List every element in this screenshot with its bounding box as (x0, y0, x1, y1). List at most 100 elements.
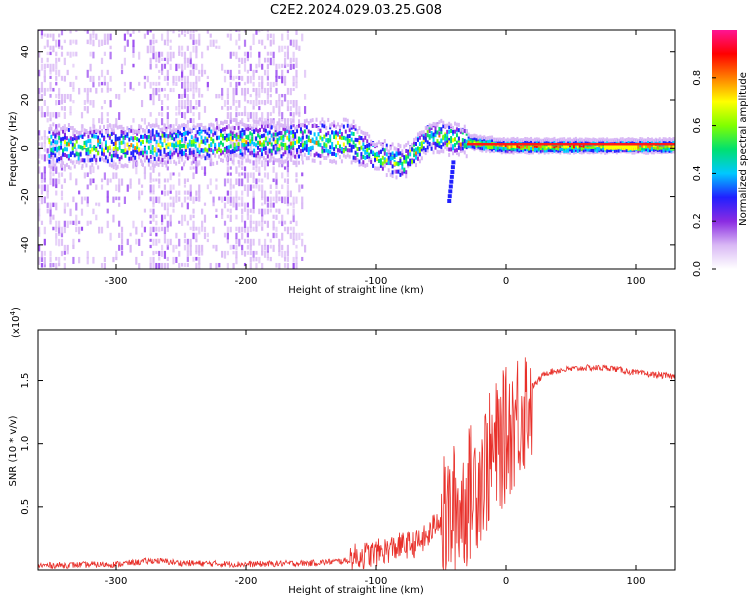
spectrogram-cell (149, 178, 152, 183)
spectrogram-cell (149, 232, 152, 237)
spectrogram-cell (389, 172, 392, 177)
spectrogram-cell (668, 148, 671, 153)
spectrogram-cell (62, 152, 65, 157)
spectrogram-cell (301, 148, 304, 153)
spectrogram-cell (120, 124, 123, 129)
spectrogram-cell (269, 208, 272, 213)
snr-multiplier-base: (x10 (11, 315, 22, 338)
spectrogram-cell (401, 153, 404, 158)
spectrogram-cell (98, 202, 101, 207)
spectrogram-cell (135, 238, 138, 245)
spectrogram-cell (263, 172, 267, 178)
spectrogram-cell (140, 134, 143, 139)
spectrogram-cell (89, 178, 92, 186)
spectrogram-cell (138, 138, 141, 143)
spectrogram-cell (89, 63, 92, 72)
spectrogram-cell (136, 142, 139, 147)
spectrogram-cell (143, 172, 147, 180)
spectrogram-cell (241, 160, 244, 166)
spectrogram-cell (243, 123, 246, 128)
spectrogram-cell (118, 202, 121, 207)
spectrogram-cell (181, 149, 183, 154)
spectrogram-cell (259, 140, 261, 145)
spectrogram-cell (270, 125, 273, 130)
spectrogram-cell (301, 143, 304, 148)
spectrogram-cell (152, 81, 155, 86)
spectrogram-cell (461, 146, 464, 151)
spectrogram-cell (216, 149, 219, 154)
spectrogram-cell (49, 166, 52, 174)
spectrogram-cell (52, 33, 55, 42)
spectrogram-cell (298, 139, 300, 144)
spectrogram-cell (298, 136, 300, 141)
spectrogram-cell (571, 138, 573, 143)
spectrogram-cell (71, 137, 74, 142)
spectrogram-cell (356, 138, 359, 143)
spectrogram-cell (186, 250, 189, 258)
spectrogram-cell (641, 145, 644, 150)
spectrogram-cell (275, 100, 278, 108)
spectrogram-cell (52, 45, 55, 53)
spectrogram-cell (160, 87, 164, 92)
spectrogram-cell (192, 214, 195, 219)
spectrogram-cell (596, 138, 599, 143)
spectrogram-cell (167, 125, 170, 130)
spectrogram-cell (311, 145, 314, 150)
spectrogram-cell (666, 138, 669, 143)
spectrogram-cell (151, 162, 154, 167)
spectrogram-cell (183, 196, 187, 203)
spectrogram-cell (155, 130, 158, 135)
spectrogram-cell (372, 163, 375, 168)
spectrogram-cell (243, 226, 247, 233)
spectrogram-cell (146, 130, 149, 135)
spectrogram-cell (229, 69, 232, 78)
spectrogram-cell (186, 220, 189, 226)
colorbar: 0.00.20.40.60.8 Normalized spectral ampl… (692, 30, 749, 277)
spectrogram-cell (487, 138, 490, 143)
spectrogram-cell (481, 148, 484, 153)
spectrogram-cell (342, 135, 345, 140)
spectrogram-cell (160, 63, 164, 71)
spectrogram-cell (301, 131, 304, 136)
spectrogram-cell (551, 137, 554, 142)
spectrogram-cell (149, 81, 152, 89)
spectrogram-cell (232, 75, 235, 81)
spectrogram-cell (606, 144, 609, 149)
spectrogram-cell (43, 166, 46, 174)
spectrogram-cell (60, 45, 64, 50)
spectrogram-cell (311, 123, 314, 128)
spectrogram-cell (56, 128, 59, 133)
spectrogram-cell (149, 45, 152, 54)
spectrogram-cell (241, 178, 244, 187)
spectrogram-cell (469, 137, 472, 142)
spectrogram-cell (118, 136, 121, 141)
spectrogram-cell (553, 136, 556, 141)
spectrogram-cell (169, 220, 172, 227)
spectrogram-cell (104, 155, 107, 160)
spectrogram-cell (186, 156, 189, 161)
spectrogram-cell (186, 81, 189, 90)
spectrogram-cell (152, 238, 155, 246)
x-tick-label: 0 (503, 576, 509, 587)
spectrogram-cell (637, 138, 640, 143)
spectrogram-cell (346, 140, 349, 145)
spectrogram-cell (158, 262, 161, 269)
spectrogram-cell (69, 112, 72, 116)
spectrogram-cell (461, 141, 464, 146)
spectrogram-cell (413, 140, 416, 145)
spectrogram-cell (183, 75, 187, 84)
spectrogram-cell (272, 51, 275, 59)
spectrogram-cell (450, 123, 453, 128)
spectrogram-cell (241, 132, 244, 137)
spectrogram-cell (206, 138, 209, 143)
spectrogram-cell (524, 150, 527, 155)
spectrogram-cell (198, 150, 201, 155)
spectrogram-cell (239, 149, 242, 154)
spectrogram-cell (449, 179, 454, 184)
spectrogram-cell (235, 256, 238, 265)
spectrogram-cell (243, 63, 247, 72)
spectrogram-cell (63, 112, 66, 119)
spectrogram-cell (226, 106, 229, 111)
spectrogram-cell (60, 250, 64, 257)
spectrogram-cell (407, 149, 410, 154)
